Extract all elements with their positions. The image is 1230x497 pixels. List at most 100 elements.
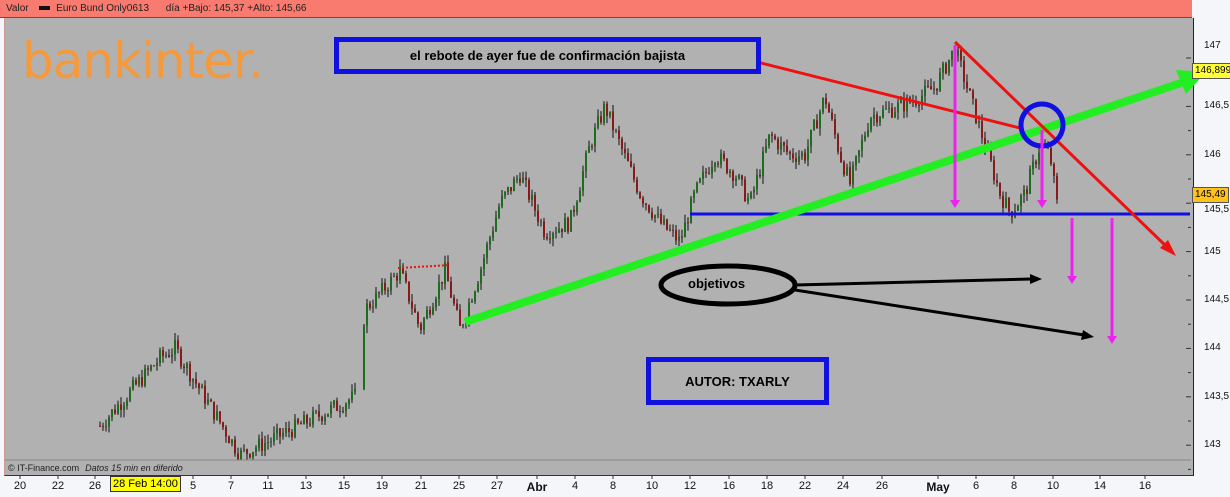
candle-up: [750, 192, 752, 198]
candle-down: [795, 158, 797, 162]
candle-up: [348, 400, 350, 405]
candle-down: [297, 419, 299, 424]
day-range: día +Bajo: 145,37 +Alto: 145,66: [165, 3, 307, 14]
candle-up: [507, 187, 509, 192]
candle-down: [669, 229, 671, 231]
candle-up: [753, 189, 755, 193]
candle-up: [663, 219, 665, 224]
candle-up: [351, 391, 353, 401]
candle-up: [129, 388, 131, 401]
candle-down: [369, 303, 371, 309]
candle-down: [546, 237, 548, 239]
candle-down: [825, 98, 827, 105]
candle-up: [1023, 189, 1025, 196]
candle-down: [441, 281, 443, 284]
candle-up: [468, 302, 470, 320]
candle-down: [618, 130, 620, 139]
candle-down: [147, 368, 149, 370]
candle-down: [891, 107, 893, 118]
candle-down: [876, 114, 878, 123]
x-tick-label: 4: [571, 480, 579, 492]
candle-up: [696, 182, 698, 192]
candle-up: [243, 449, 245, 451]
candle-up: [879, 117, 881, 123]
candle-down: [420, 323, 422, 331]
candle-down: [945, 63, 947, 74]
candle-down: [843, 161, 845, 175]
candle-down: [300, 423, 302, 425]
candle-up: [531, 194, 533, 200]
source-text: © IT-Finance.com: [8, 463, 80, 473]
candle-down: [195, 378, 197, 384]
candle-down: [1008, 198, 1010, 212]
candle-down: [168, 355, 170, 357]
candle-up: [552, 233, 554, 239]
value-label: Valor: [6, 3, 29, 14]
candle-down: [621, 138, 623, 149]
candle-up: [435, 299, 437, 308]
candle-up: [231, 439, 233, 444]
x-tick-label: 8: [609, 480, 617, 492]
candle-down: [963, 60, 965, 82]
candle-up: [381, 282, 383, 293]
upper-price-tag: 146,899: [1192, 63, 1230, 79]
candle-up: [864, 135, 866, 141]
x-tick-label: 25: [452, 480, 466, 492]
candle-up: [855, 156, 857, 166]
candle-up: [438, 281, 440, 300]
target-pointer-arrow: [794, 288, 1085, 337]
candle-down: [966, 81, 968, 89]
candle-up: [756, 174, 758, 190]
cursor-date-label: 28 Feb 14:00: [110, 476, 181, 492]
chart-plot-area[interactable]: [4, 18, 1194, 476]
candle-up: [576, 202, 578, 212]
candle-down: [612, 111, 614, 131]
candle-up: [207, 399, 209, 404]
candle-up: [555, 232, 557, 234]
candle-down: [405, 273, 407, 282]
candle-down: [972, 90, 974, 99]
candle-up: [714, 163, 716, 167]
candle-down: [999, 182, 1001, 196]
candle-down: [336, 400, 338, 411]
candle-up: [690, 197, 692, 224]
x-tick-label: 16: [1138, 480, 1152, 492]
x-tick-label: 22: [51, 480, 65, 492]
candle-up: [150, 365, 152, 370]
x-tick-label: May: [926, 480, 950, 494]
x-tick-label: 19: [375, 480, 389, 492]
candle-down: [456, 303, 458, 310]
candle-down: [771, 134, 773, 136]
candle-down: [525, 177, 527, 180]
candle-down: [183, 366, 185, 369]
candle-up: [393, 275, 395, 277]
candle-up: [123, 405, 125, 410]
candle-down: [210, 399, 212, 402]
candle-down: [528, 179, 530, 200]
candle-up: [201, 385, 203, 389]
candle-down: [834, 119, 836, 135]
candle-up: [432, 307, 434, 315]
candle-down: [534, 194, 536, 211]
candle-up: [768, 134, 770, 146]
candle-up: [780, 142, 782, 150]
candle-down: [339, 410, 341, 412]
candle-down: [993, 160, 995, 181]
candle-down: [549, 238, 551, 240]
candle-down: [519, 178, 521, 183]
candle-up: [363, 325, 365, 390]
candle-down: [786, 145, 788, 152]
candle-up: [477, 283, 479, 292]
candle-up: [483, 258, 485, 270]
candle-up: [159, 350, 161, 363]
candle-down: [708, 172, 710, 174]
x-tick-label: 5: [189, 480, 197, 492]
x-tick-label: 16: [722, 480, 736, 492]
candle-down: [666, 219, 668, 230]
candle-down: [789, 151, 791, 154]
candle-down: [681, 236, 683, 238]
candle-down: [387, 290, 389, 292]
candle-up: [186, 363, 188, 369]
candle-up: [372, 306, 374, 309]
